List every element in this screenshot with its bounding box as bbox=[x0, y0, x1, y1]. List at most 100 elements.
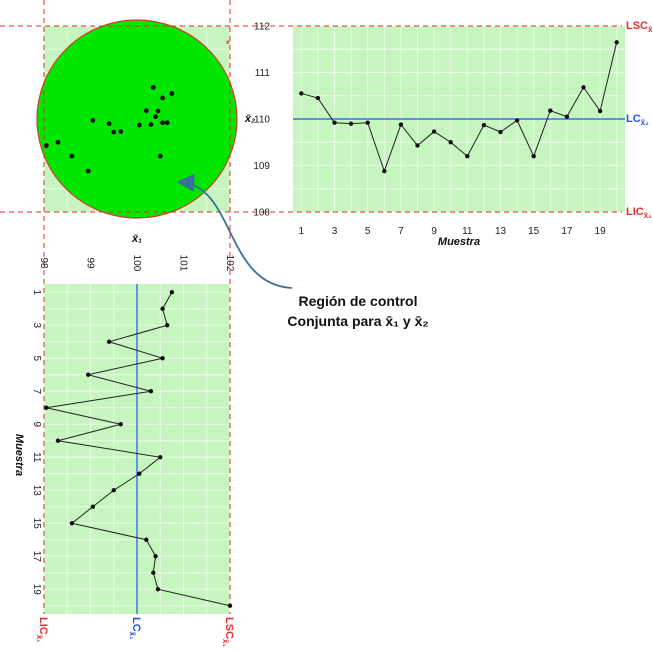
x2-y-tick-label: 112 bbox=[254, 22, 270, 33]
x1-value-tick-label: 98 bbox=[38, 257, 49, 269]
joint-point bbox=[164, 120, 170, 126]
x2-point bbox=[531, 154, 536, 159]
x2-point bbox=[315, 95, 321, 101]
x1-sample-tick-label: 15 bbox=[31, 518, 42, 530]
x1-series-line bbox=[46, 292, 231, 607]
x2-x-tick-label: 1 bbox=[299, 226, 305, 237]
joint-point bbox=[148, 122, 154, 127]
joint-point bbox=[143, 108, 149, 114]
x1-sample-tick-label: 1 bbox=[31, 289, 42, 295]
x1-lc-label: LCx̄₁ bbox=[128, 617, 142, 640]
x1-point bbox=[151, 570, 156, 575]
joint-point bbox=[150, 84, 156, 90]
annotation: Región de control Conjunta para x̄₁ y x̄… bbox=[176, 173, 429, 329]
x2-lc-label: LCx̄₂ bbox=[626, 113, 649, 127]
joint-point bbox=[136, 122, 142, 128]
x2-x-tick-label: 7 bbox=[398, 226, 404, 237]
x2-point bbox=[398, 122, 404, 127]
x2-x-tick-label: 9 bbox=[431, 226, 437, 237]
x1-sample-tick-label: 17 bbox=[31, 551, 42, 563]
x1-point bbox=[111, 488, 116, 493]
joint-control-region-plot: * x̄₁ bbox=[36, 19, 238, 245]
x1-x-axis-title: Muestra bbox=[13, 434, 25, 476]
x1-sample-tick-label: 9 bbox=[31, 421, 42, 427]
x1-sample-tick-label: 3 bbox=[31, 322, 42, 328]
annotation-line-2: Conjunta para x̄₁ y x̄₂ bbox=[287, 313, 428, 329]
x2-point bbox=[614, 40, 619, 45]
x1-value-tick-label: 102 bbox=[224, 255, 235, 272]
x1-point bbox=[55, 438, 61, 443]
joint-point bbox=[55, 139, 61, 145]
x1-value-tick-label: 100 bbox=[131, 255, 142, 272]
x2-point bbox=[431, 129, 437, 134]
x2-lsc-label: LSCx̄₂ bbox=[626, 20, 653, 34]
x2-point bbox=[581, 85, 586, 90]
x1-point bbox=[227, 603, 233, 608]
x2-x-axis-title: Muestra bbox=[438, 236, 480, 248]
x2-y-tick-label: 108 bbox=[253, 208, 270, 219]
x1-lsc-label: LSCx̄₁ bbox=[221, 617, 235, 647]
x1-point bbox=[118, 422, 123, 427]
x2-point bbox=[514, 118, 520, 123]
x2-point bbox=[481, 122, 487, 128]
x1-point bbox=[169, 290, 175, 295]
x2-x-tick-label: 11 bbox=[462, 226, 473, 237]
annotation-arrow bbox=[176, 173, 293, 289]
joint-point bbox=[160, 120, 165, 126]
x1-sample-tick-label: 11 bbox=[31, 452, 42, 463]
x1-point bbox=[165, 323, 170, 328]
x2-x-tick-label: 17 bbox=[561, 226, 573, 237]
joint-point bbox=[118, 129, 124, 134]
joint-point bbox=[106, 121, 112, 127]
joint-x-axis-title: x̄₁ bbox=[131, 233, 142, 245]
x2-point bbox=[299, 91, 304, 96]
x2-control-chart: 135791113151719108109110111112LSCx̄₂LCx̄… bbox=[0, 20, 653, 248]
joint-point bbox=[155, 108, 161, 114]
x2-point bbox=[597, 108, 603, 114]
x2-limit-lines bbox=[0, 25, 625, 213]
x2-point bbox=[348, 121, 354, 126]
x2-point bbox=[448, 140, 453, 145]
x2-x-tick-label: 19 bbox=[595, 226, 607, 237]
joint-control-region-ellipse bbox=[36, 19, 238, 219]
joint-out-of-control-point: * bbox=[226, 37, 231, 51]
x1-point bbox=[90, 504, 96, 509]
x1-sample-tick-label: 5 bbox=[31, 355, 42, 361]
joint-point bbox=[111, 129, 117, 135]
joint-point bbox=[169, 91, 175, 96]
x2-x-tick-label: 3 bbox=[332, 226, 338, 237]
joint-point bbox=[160, 95, 165, 101]
x1-point bbox=[144, 537, 149, 542]
joint-point bbox=[157, 153, 163, 159]
x2-x-tick-label: 13 bbox=[495, 226, 507, 237]
x2-point bbox=[498, 129, 503, 135]
joint-points: * bbox=[43, 37, 231, 174]
x2-y-axis-title: x̄₂ bbox=[244, 113, 255, 125]
x1-series bbox=[44, 290, 233, 608]
x1-point bbox=[158, 455, 163, 460]
x2-x-tick-label: 5 bbox=[365, 226, 371, 237]
x1-point bbox=[44, 405, 49, 410]
x1-point bbox=[106, 339, 112, 344]
x2-series bbox=[299, 40, 619, 174]
joint-point bbox=[90, 117, 96, 123]
joint-point bbox=[153, 114, 159, 120]
x1-value-tick-label: 101 bbox=[178, 255, 189, 272]
x1-point bbox=[160, 356, 165, 361]
x1-value-tick-label: 99 bbox=[85, 257, 96, 269]
x2-x-tick-label: 15 bbox=[528, 226, 540, 237]
x2-point bbox=[382, 168, 387, 174]
x1-point bbox=[85, 372, 91, 377]
x2-series-line bbox=[301, 42, 618, 173]
x2-point bbox=[564, 114, 570, 119]
x1-point bbox=[153, 554, 158, 559]
x2-lic-label: LICx̄₂ bbox=[626, 206, 652, 220]
x2-point bbox=[465, 154, 470, 159]
x1-limit-lines bbox=[43, 0, 231, 614]
annotation-line-1: Región de control bbox=[299, 293, 418, 309]
x1-point bbox=[148, 389, 154, 394]
joint-point bbox=[69, 153, 75, 159]
